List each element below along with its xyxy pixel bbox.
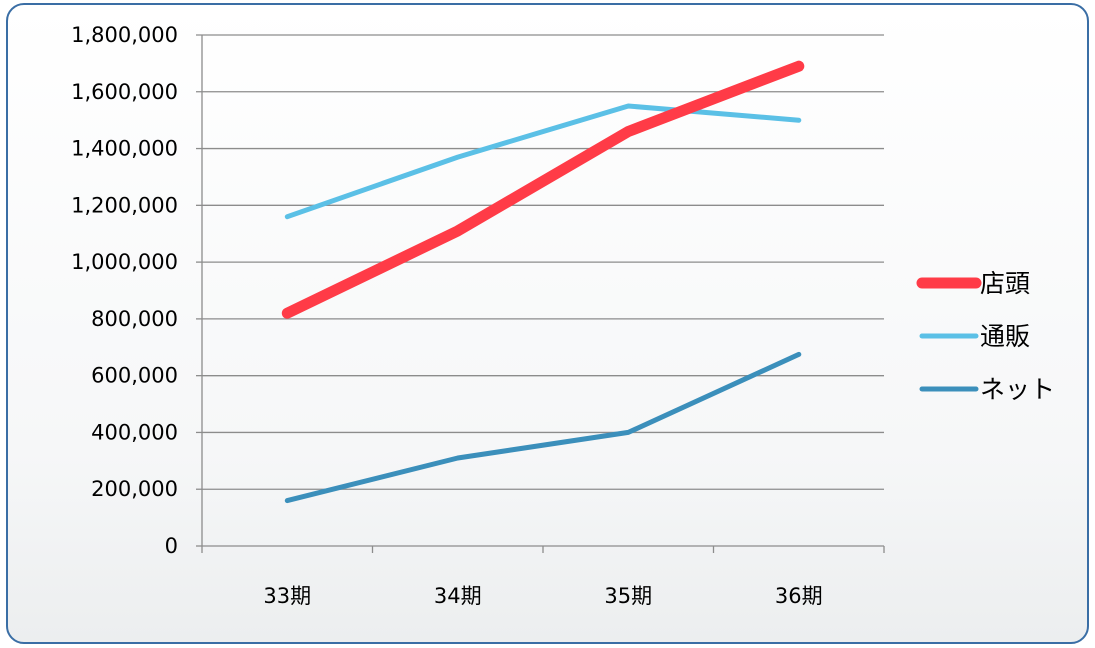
y-tick-label: 1,400,000 (71, 137, 178, 161)
x-tick-label: 35期 (604, 584, 652, 608)
series-line-2 (284, 103, 802, 220)
legend-label: 店頭 (980, 269, 1030, 298)
axes (196, 34, 885, 553)
series-lines (281, 60, 805, 504)
chart-frame: 0 200,000 400,000 600,000 800,000 1,000,000 1,… (6, 3, 1089, 644)
legend-label: ネット (980, 375, 1055, 404)
x-tick-label: 33期 (263, 584, 311, 608)
y-tick-label: 800,000 (91, 307, 178, 331)
y-tick-label: 1,800,000 (71, 23, 178, 47)
y-tick-label: 400,000 (91, 420, 178, 444)
y-tick-label: 1,600,000 (71, 80, 178, 104)
y-tick-label: 200,000 (91, 477, 178, 501)
y-tick-label: 600,000 (91, 364, 178, 388)
x-axis-tick-labels: 33期 34期 35期 36期 (263, 584, 822, 608)
series-line-3 (284, 351, 802, 504)
x-tick-label: 34期 (434, 584, 482, 608)
y-tick-label: 1,200,000 (71, 193, 178, 217)
legend-label: 通販 (980, 322, 1030, 351)
x-tick-label: 36期 (775, 584, 823, 608)
y-axis-tick-labels: 0 200,000 400,000 600,000 800,000 1,000,000 1,… (71, 23, 178, 558)
y-tick-label: 1,000,000 (71, 250, 178, 274)
grid-lines (202, 34, 884, 490)
series-line-1 (281, 60, 805, 319)
y-tick-label: 0 (165, 534, 178, 558)
line-chart: 0 200,000 400,000 600,000 800,000 1,000,000 1,… (71, 23, 1055, 608)
